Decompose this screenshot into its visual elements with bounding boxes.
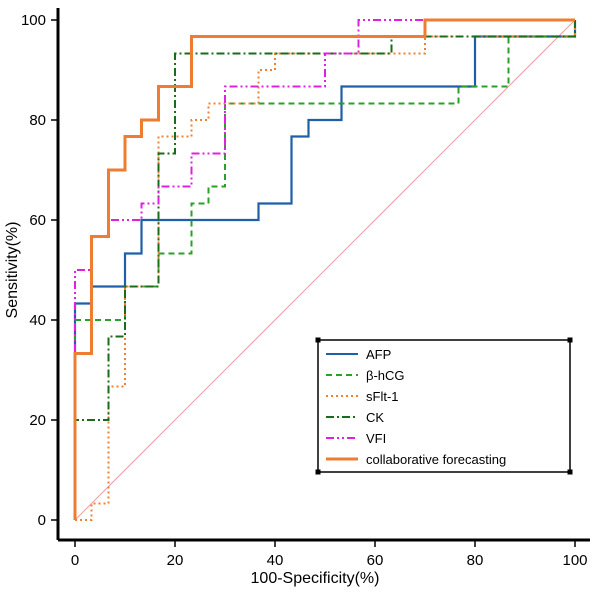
x-tick-label: 100 [562,552,587,569]
series-group [73,18,577,521]
x-tick-label: 20 [167,552,184,569]
x-tick-label: 0 [71,552,79,569]
x-axis-label: 100-Specificity(%) [251,570,380,587]
legend-corner [315,469,321,475]
y-tick-label: 40 [29,312,46,329]
legend-box [317,339,571,473]
legend-corner [567,337,573,343]
y-tick-label: 80 [29,112,46,129]
legend-corner [567,469,573,475]
legend: AFP β-hCG sFlt-1 CK VFI collaborative forecas… [315,337,573,475]
y-tick-label: 100 [21,12,46,29]
x-tick-label: 60 [367,552,384,569]
series-line-5 [73,18,575,520]
legend-corner [315,337,321,343]
series-line-2 [75,20,576,521]
y-tick-label: 0 [38,512,46,529]
x-tick-label: 80 [467,552,484,569]
legend-label: CK [366,410,384,425]
y-tick-label: 60 [29,212,46,229]
legend-label: VFI [366,431,386,446]
axes [56,8,590,542]
y-axis-label: Sensitivity(%) [4,222,21,319]
legend-label: β-hCG [366,368,405,383]
series-line-0 [73,20,577,520]
legend-label: collaborative forecasting [366,452,506,467]
series-line-3 [74,20,576,520]
legend-label: sFlt-1 [366,389,399,404]
x-tick-label: 40 [267,552,284,569]
reference-line [74,19,576,521]
reference-line-group [74,19,576,521]
axis-ticks: 0 20 40 60 80 100 0 20 40 60 80 100 [21,12,588,569]
legend-label: AFP [366,347,391,362]
y-tick-label: 20 [29,412,46,429]
